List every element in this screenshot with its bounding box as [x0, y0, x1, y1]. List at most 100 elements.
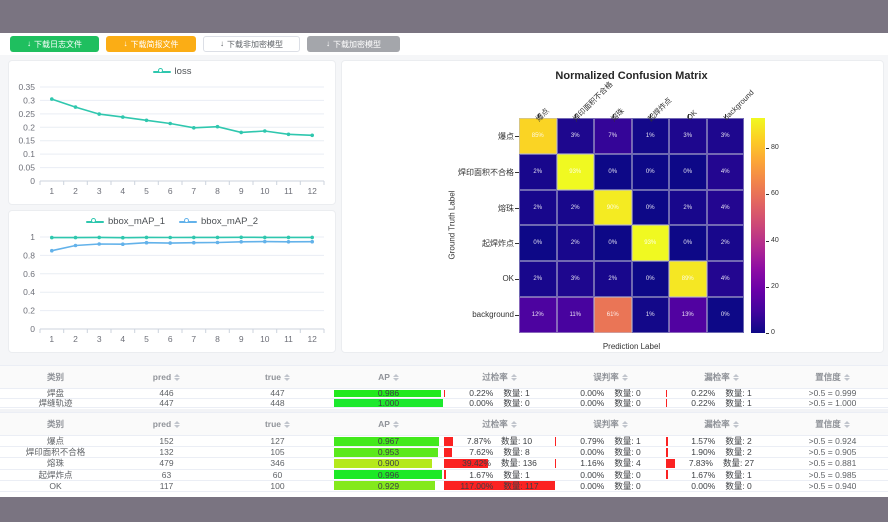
confusion-matrix-cell[interactable]: 7%	[594, 118, 632, 154]
summary-metrics-table: 类别 pred true AP 过检率 误判率 漏检率 置信度 焊盘 446 447 0.986 0.2…	[0, 365, 888, 408]
cell-misjudge-rate: 0.79% 数量: 1	[555, 436, 666, 446]
column-header-AP[interactable]: AP	[333, 413, 444, 435]
confusion-matrix-cell[interactable]: 2%	[556, 225, 594, 262]
cell-miss-rate: 1.67% 数量: 1	[666, 470, 777, 480]
column-header-过检率[interactable]: 过检率	[444, 413, 555, 435]
sort-caret-icon[interactable]	[284, 373, 291, 381]
confusion-matrix-cell[interactable]: 1%	[631, 118, 669, 154]
sort-caret-icon[interactable]	[843, 420, 850, 428]
confusion-matrix-cell[interactable]: 4%	[706, 189, 744, 226]
sort-caret-icon[interactable]	[174, 420, 181, 428]
column-header-过检率[interactable]: 过检率	[444, 366, 555, 388]
confusion-matrix-cell[interactable]: 0%	[519, 225, 557, 262]
confusion-matrix-cell[interactable]: 0%	[631, 261, 669, 298]
colorbar-tick	[766, 148, 769, 150]
download-unencrypted-model-button[interactable]: ↓ 下载非加密模型	[203, 36, 300, 52]
sort-caret-icon[interactable]	[392, 373, 399, 381]
confusion-matrix-cell[interactable]: 93%	[556, 153, 594, 190]
column-header-置信度[interactable]: 置信度	[777, 366, 888, 388]
cell-ap: 0.967	[333, 436, 444, 446]
confusion-matrix-cell[interactable]: 2%	[556, 189, 594, 226]
confusion-matrix-cell[interactable]: 93%	[631, 225, 669, 262]
cell-category: 爆点	[46, 436, 64, 447]
column-header-漏检率[interactable]: 漏检率	[666, 413, 777, 435]
download-log-button[interactable]: ↓ 下载日志文件	[10, 36, 99, 52]
rate-text: 1.57% 数量: 2	[691, 436, 752, 447]
confusion-matrix-cell[interactable]: 0%	[631, 189, 669, 226]
download-report-button[interactable]: ↓ 下载简报文件	[106, 36, 196, 52]
table-row[interactable]: 熔珠 479 346 0.900 39.42% 数量: 136 1.16% 数量: 4 7.83…	[0, 458, 888, 470]
legend-item-loss[interactable]: loss	[152, 66, 191, 77]
svg-text:0.15: 0.15	[18, 136, 35, 146]
confusion-matrix-cell[interactable]: 2%	[519, 261, 557, 298]
confusion-matrix-cell[interactable]: 3%	[556, 261, 594, 298]
column-header-误判率[interactable]: 误判率	[555, 413, 666, 435]
confusion-matrix-cell[interactable]: 3%	[669, 118, 707, 154]
axis-tick	[575, 114, 577, 118]
sort-caret-icon[interactable]	[174, 373, 181, 381]
column-header-pred[interactable]: pred	[111, 366, 222, 388]
colorbar-tick-label: 20	[771, 282, 779, 290]
column-header-漏检率[interactable]: 漏检率	[666, 366, 777, 388]
confusion-matrix-cell[interactable]: 2%	[519, 153, 557, 190]
confusion-matrix-cell[interactable]: 3%	[706, 118, 744, 154]
sort-caret-icon[interactable]	[621, 420, 628, 428]
confusion-matrix-cell[interactable]: 61%	[594, 297, 632, 333]
confusion-matrix-cell[interactable]: 2%	[594, 261, 632, 298]
ap-value: 0.900	[377, 458, 400, 469]
column-header-置信度[interactable]: 置信度	[777, 413, 888, 435]
confusion-matrix-cell[interactable]: 2%	[519, 189, 557, 226]
column-header-AP[interactable]: AP	[333, 366, 444, 388]
table-row[interactable]: 起焊炸点 63 60 0.996 1.67% 数量: 1 0.00% 数量: 0 1.67% 数量…	[0, 469, 888, 481]
confusion-matrix-cell[interactable]: 1%	[631, 297, 669, 333]
rate-text: 0.22% 数量: 1	[691, 389, 752, 398]
rate-text: 1.90% 数量: 2	[691, 447, 752, 458]
confusion-matrix-cell[interactable]: 2%	[706, 225, 744, 262]
confusion-matrix-cell[interactable]: 0%	[669, 153, 707, 190]
table-divider	[0, 408, 888, 412]
confusion-matrix-cell[interactable]: 12%	[519, 297, 557, 333]
confusion-matrix-cell[interactable]: 85%	[519, 118, 557, 154]
confusion-matrix-cell[interactable]: 3%	[556, 118, 594, 154]
sort-caret-icon[interactable]	[510, 373, 517, 381]
sort-caret-icon[interactable]	[284, 420, 291, 428]
cell-confidence: >0.5 = 0.985	[808, 469, 857, 480]
cell-true: 448	[270, 398, 285, 408]
legend-item-bbox-map-1[interactable]: bbox_mAP_1	[85, 216, 165, 227]
sort-caret-icon[interactable]	[732, 373, 739, 381]
column-header-误判率[interactable]: 误判率	[555, 366, 666, 388]
sort-caret-icon[interactable]	[510, 420, 517, 428]
column-header-true[interactable]: true	[222, 366, 333, 388]
sort-caret-icon[interactable]	[392, 420, 399, 428]
table-row[interactable]: 焊盘 446 447 0.986 0.22% 数量: 1 0.00% 数量: 0 0.22% 数量…	[0, 389, 888, 399]
map-chart-plot[interactable]: 0 0.2 0.4 0.6 0.8 1 1 2 3 4 5 6 7 8 9 10 11 12	[10, 229, 336, 356]
column-header-pred[interactable]: pred	[111, 413, 222, 435]
confusion-matrix-cell[interactable]: 4%	[706, 261, 744, 298]
sort-caret-icon[interactable]	[621, 373, 628, 381]
confusion-matrix-cell[interactable]: 2%	[669, 189, 707, 226]
confusion-matrix-cell[interactable]: 0%	[594, 153, 632, 190]
confusion-matrix-cell[interactable]: 13%	[669, 297, 707, 333]
confusion-matrix-cell[interactable]: 0%	[706, 297, 744, 333]
confusion-matrix-cell[interactable]: 11%	[556, 297, 594, 333]
table-row[interactable]: 焊缝轨迹 447 448 1.000 0.00% 数量: 0 0.00% 数量: 0 0.22%…	[0, 398, 888, 408]
confusion-matrix-cell[interactable]: 0%	[669, 225, 707, 262]
svg-text:12: 12	[307, 186, 317, 196]
table-row[interactable]: OK 117 100 0.929 117.00% 数量: 117 0.00% 数量: 0 0.0…	[0, 480, 888, 492]
table-row[interactable]: 焊印面积不合格 132 105 0.953 7.62% 数量: 8 0.00% 数量: 0 1.…	[0, 447, 888, 459]
legend-item-bbox-map-2[interactable]: bbox_mAP_2	[179, 216, 258, 227]
confusion-matrix-cell[interactable]: 90%	[594, 189, 632, 226]
cell-misjudge-rate: 0.00% 数量: 0	[555, 447, 666, 457]
column-header-true[interactable]: true	[222, 413, 333, 435]
confusion-matrix-cell[interactable]: 0%	[631, 153, 669, 190]
cell-pred: 446	[159, 389, 174, 398]
confusion-matrix-cell[interactable]: 0%	[594, 225, 632, 262]
download-encrypted-model-button[interactable]: ↓ 下载加密模型	[307, 36, 400, 52]
confusion-matrix-cell[interactable]: 89%	[669, 261, 707, 298]
sort-caret-icon[interactable]	[732, 420, 739, 428]
loss-chart-plot[interactable]: 0 0.05 0.1 0.15 0.2 0.25 0.3 0.35 1 2 3 4 5 6 7 8 9 10 11 1…	[10, 79, 336, 208]
line-series-icon	[152, 67, 171, 76]
sort-caret-icon[interactable]	[843, 373, 850, 381]
confusion-matrix-cell[interactable]: 4%	[706, 153, 744, 190]
table-row[interactable]: 爆点 152 127 0.967 7.87% 数量: 10 0.79% 数量: 1 1.57% 数…	[0, 436, 888, 448]
